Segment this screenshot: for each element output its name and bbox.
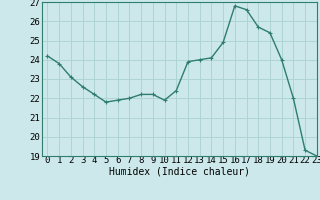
X-axis label: Humidex (Indice chaleur): Humidex (Indice chaleur)	[109, 166, 250, 176]
